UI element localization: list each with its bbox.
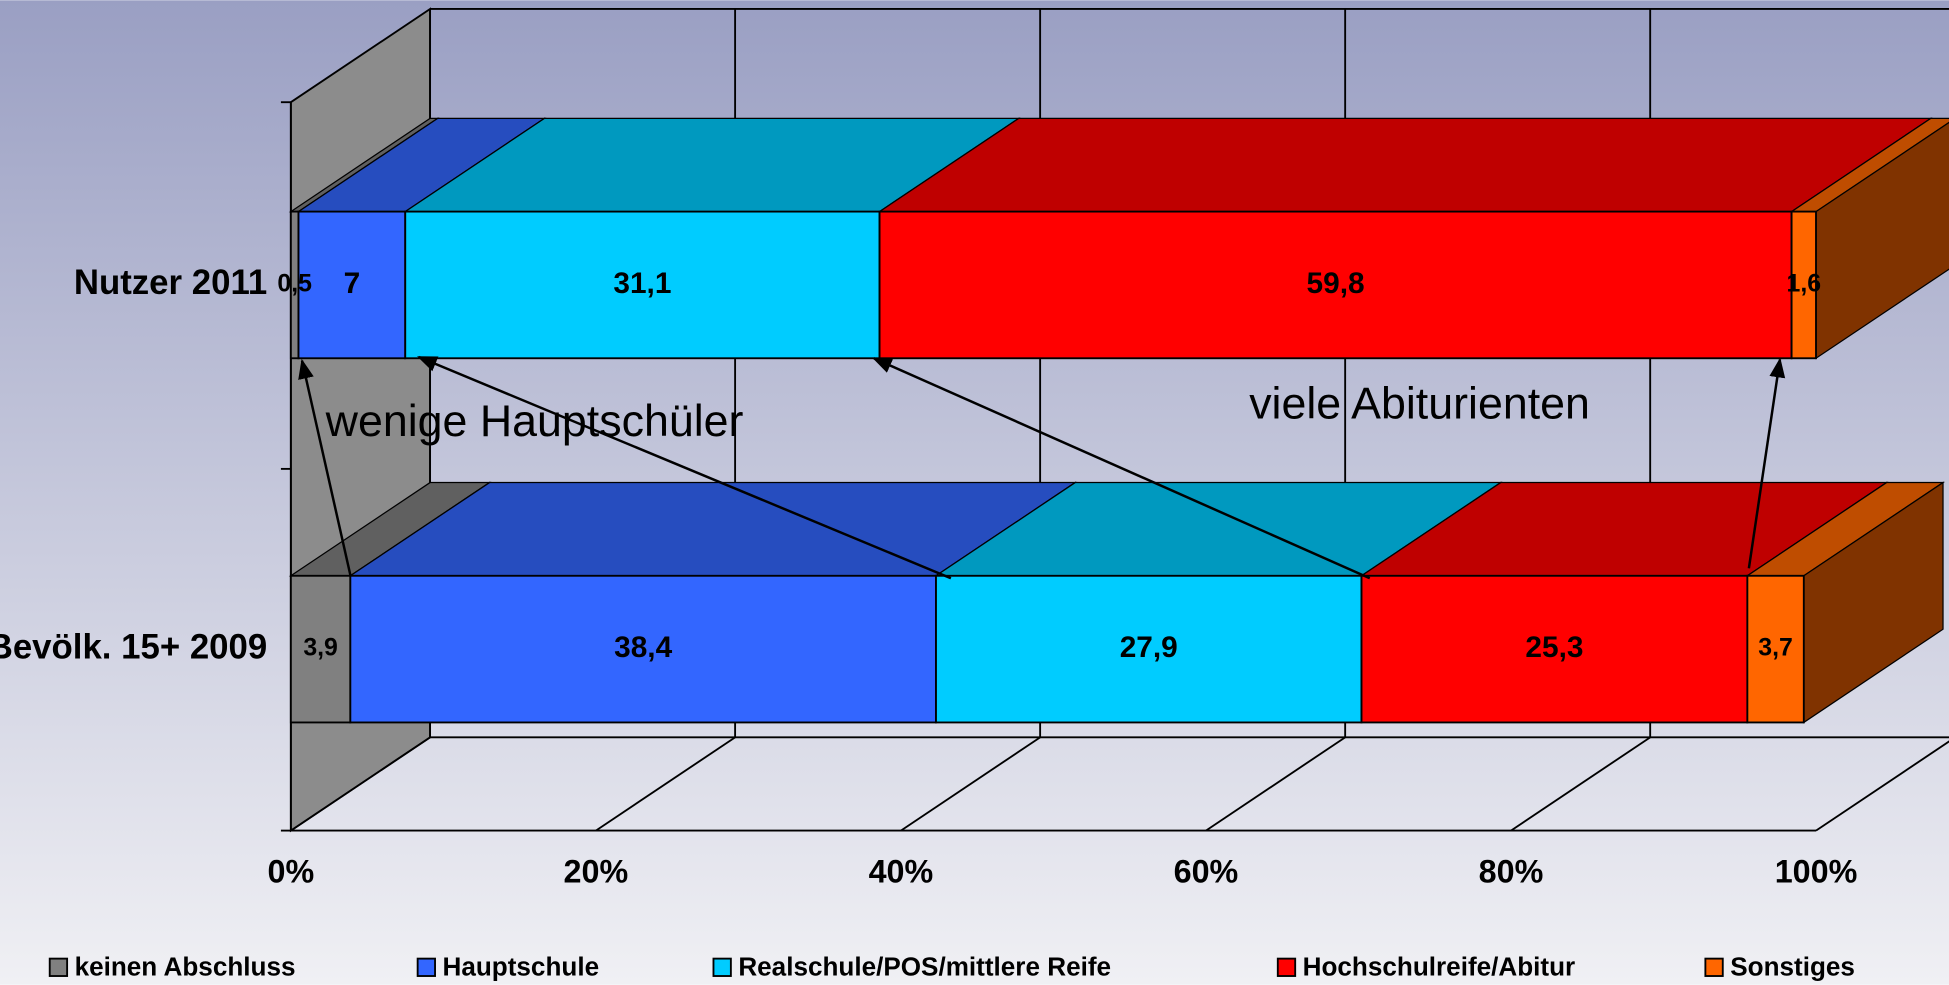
category-label: Nutzer 2011 bbox=[74, 263, 267, 302]
legend-swatch bbox=[48, 957, 69, 977]
annotation: wenige Hauptschüler bbox=[325, 396, 744, 446]
legend-swatch bbox=[416, 957, 436, 977]
bar bbox=[935, 574, 1363, 724]
value-label: 59,8 bbox=[1307, 267, 1365, 300]
value-label: 1,6 bbox=[1787, 270, 1822, 297]
x-tick-label: 20% bbox=[564, 854, 629, 890]
floor-grid-line bbox=[900, 736, 1041, 832]
bar bbox=[1790, 210, 1817, 360]
bar bbox=[404, 210, 881, 360]
arrow bbox=[417, 355, 952, 580]
bar bbox=[297, 210, 407, 360]
value-label: 0,5 bbox=[277, 270, 312, 297]
bar-top bbox=[877, 117, 1933, 213]
bar bbox=[349, 574, 937, 724]
bar bbox=[878, 210, 1793, 360]
arrow bbox=[298, 358, 352, 577]
legend: keinen Abschluss Hauptschule Realschule/PO… bbox=[48, 951, 1855, 981]
x-tick-label: 100% bbox=[1775, 854, 1858, 890]
value-label: 3,7 bbox=[1758, 635, 1793, 662]
x-tick-label: 80% bbox=[1479, 854, 1544, 890]
bars: 0,5 7 31,1 59,8 1,6 3,9 38,4 27,9 25,3 3,7 bbox=[277, 117, 1949, 724]
value-label: 25,3 bbox=[1525, 631, 1583, 664]
bar bbox=[1746, 574, 1805, 724]
legend-label: keinen Abschluss bbox=[75, 951, 296, 981]
floor-grid-line bbox=[290, 736, 431, 832]
arrows bbox=[298, 355, 1786, 580]
annotation: viele Abiturienten bbox=[1249, 379, 1590, 429]
floor-grid-line bbox=[1205, 736, 1346, 832]
floor-grid-line bbox=[1510, 736, 1651, 832]
bar bbox=[289, 574, 352, 724]
value-label: 31,1 bbox=[613, 267, 671, 300]
value-label: 3,9 bbox=[303, 635, 338, 662]
legend-swatch bbox=[1704, 957, 1724, 977]
bar bbox=[1360, 574, 1749, 724]
x-tick-label: 0% bbox=[268, 854, 315, 890]
value-label: 38,4 bbox=[614, 631, 672, 664]
value-label: 27,9 bbox=[1120, 631, 1178, 664]
legend-swatch bbox=[1276, 957, 1297, 977]
legend-label: Hauptschule bbox=[443, 951, 600, 981]
x-tick-label: 40% bbox=[869, 854, 934, 890]
floor-grid-line bbox=[595, 736, 736, 832]
legend-label: Sonstiges bbox=[1730, 951, 1855, 981]
legend-label: Hochschulreife/Abitur bbox=[1303, 951, 1576, 981]
x-tick-label: 60% bbox=[1174, 854, 1239, 890]
category-label: Bevölk. 15+ 2009 bbox=[0, 627, 267, 666]
legend-swatch bbox=[712, 957, 732, 977]
arrow bbox=[872, 357, 1371, 580]
arrow bbox=[1747, 357, 1786, 569]
floor-grid-line bbox=[1815, 740, 1949, 832]
legend-label: Realschule/POS/mittlere Reife bbox=[738, 951, 1111, 981]
value-label: 7 bbox=[344, 267, 361, 300]
